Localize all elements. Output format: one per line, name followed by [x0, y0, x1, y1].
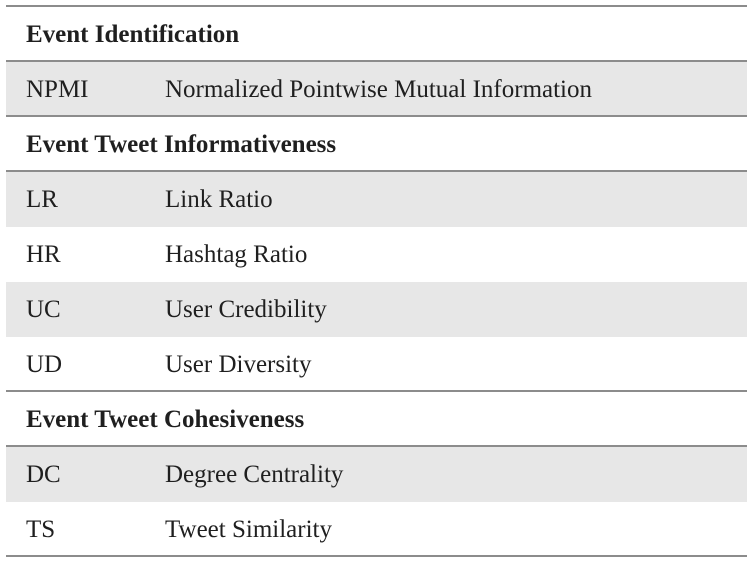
description-cell: Degree Centrality — [165, 461, 344, 488]
section-title: Event Tweet Cohesiveness — [26, 406, 305, 433]
table-row: NPMI Normalized Pointwise Mutual Informa… — [6, 62, 747, 117]
abbreviation-cell: LR — [26, 186, 58, 213]
table-row: UD User Diversity — [6, 337, 747, 392]
abbreviation-table: Event Identification NPMI Normalized Poi… — [6, 0, 747, 557]
abbreviation-cell: HR — [26, 241, 61, 268]
section-header: Event Tweet Informativeness — [6, 117, 747, 172]
section-rule — [6, 170, 747, 172]
section-rule — [6, 60, 747, 62]
abbreviation-cell: DC — [26, 461, 61, 488]
section-header: Event Tweet Cohesiveness — [6, 392, 747, 447]
table-bottom-rule — [6, 555, 747, 557]
description-cell: Normalized Pointwise Mutual Information — [165, 76, 593, 103]
description-cell: User Diversity — [165, 351, 312, 378]
table-row: UC User Credibility — [6, 282, 747, 337]
section-title: Event Tweet Informativeness — [26, 131, 337, 158]
section-rule — [6, 390, 747, 392]
section-header: Event Identification — [6, 7, 747, 62]
abbreviation-cell: UD — [26, 351, 63, 378]
section-rule — [6, 445, 747, 447]
table-row: TS Tweet Similarity — [6, 502, 747, 557]
abbreviation-cell: TS — [26, 516, 56, 543]
section-title: Event Identification — [26, 21, 240, 48]
table-row: DC Degree Centrality — [6, 447, 747, 502]
abbreviation-cell: NPMI — [26, 76, 89, 103]
description-cell: User Credibility — [165, 296, 327, 323]
description-cell: Link Ratio — [165, 186, 273, 213]
description-cell: Hashtag Ratio — [165, 241, 308, 268]
description-cell: Tweet Similarity — [165, 516, 332, 543]
table-row: LR Link Ratio — [6, 172, 747, 227]
abbreviation-cell: UC — [26, 296, 61, 323]
table-row: HR Hashtag Ratio — [6, 227, 747, 282]
section-rule — [6, 115, 747, 117]
table-top-rule — [6, 5, 747, 7]
